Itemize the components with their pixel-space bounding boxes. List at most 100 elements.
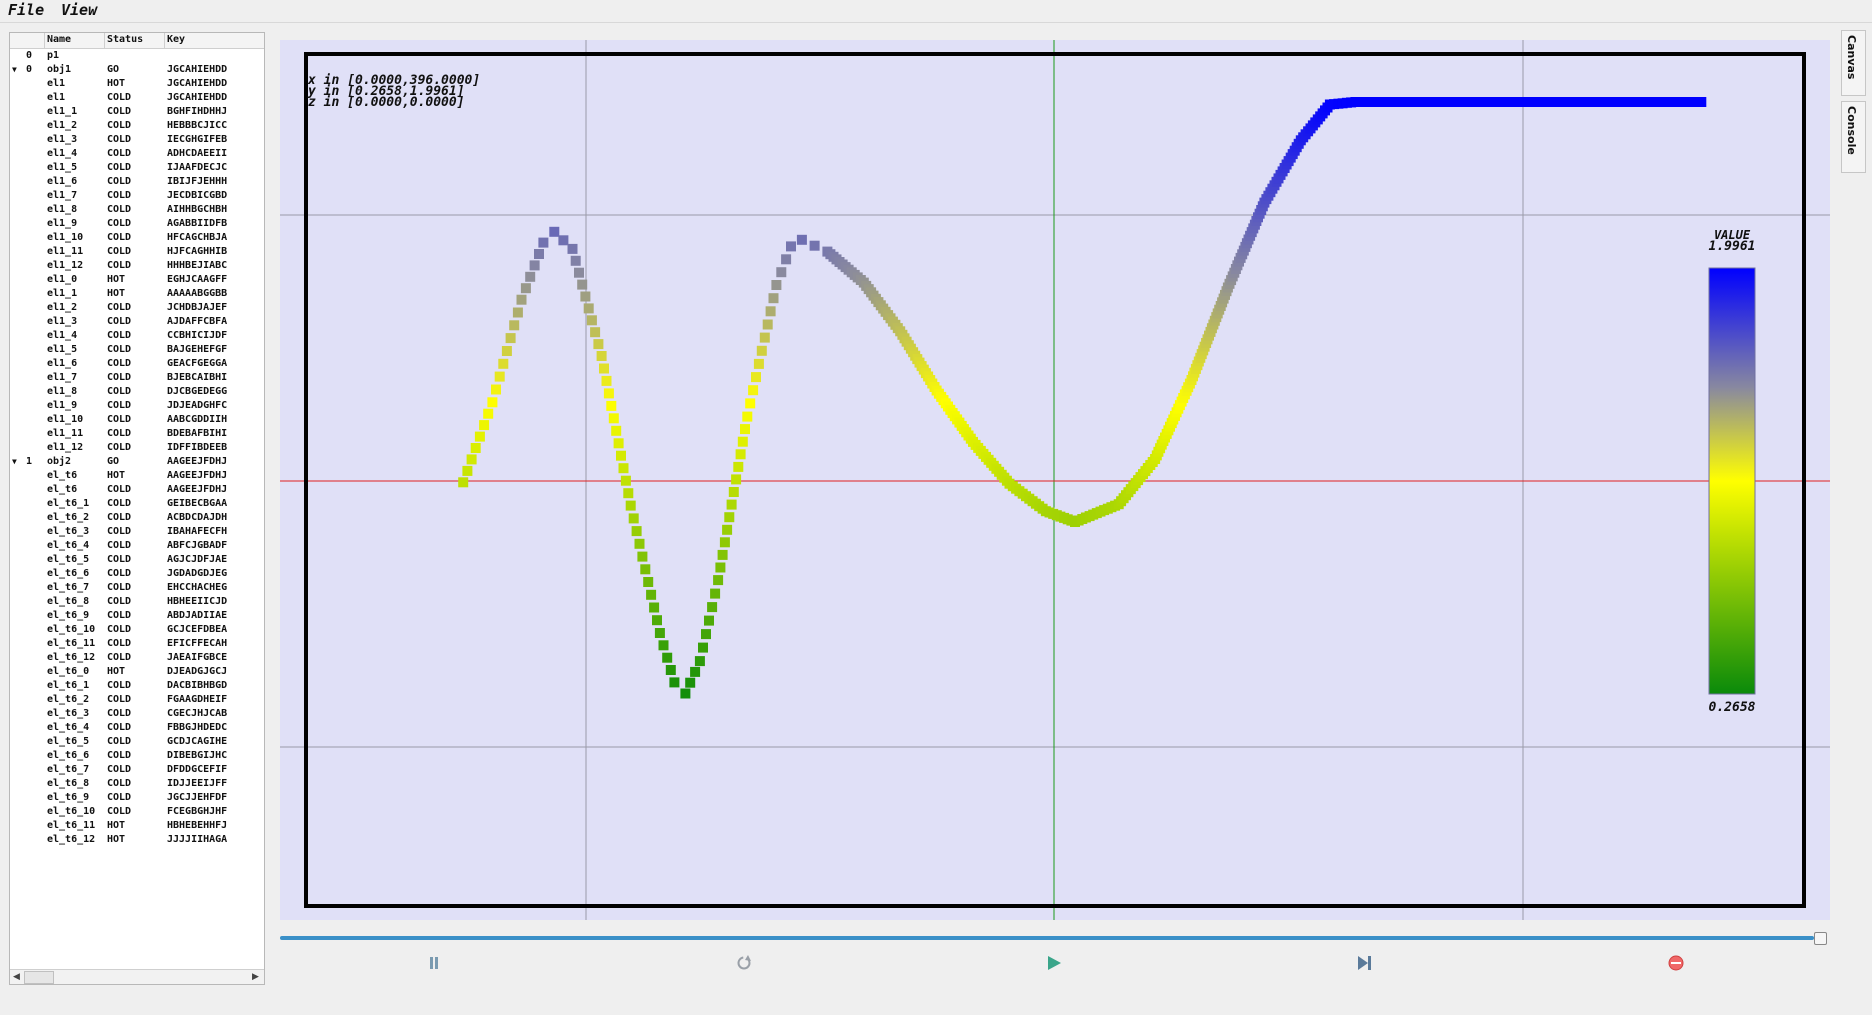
data-point [501, 346, 512, 356]
column-key[interactable]: Key [167, 34, 186, 45]
tree-row[interactable]: el1_11 COLD HJFCAGHHIB [10, 245, 264, 259]
play-button[interactable] [1044, 954, 1064, 972]
stop-button[interactable] [1666, 954, 1686, 972]
row-name: el_t6_9 [47, 792, 90, 803]
tree-row[interactable]: el1_7 COLD BJEBCAIBHI [10, 371, 264, 385]
tree-row[interactable]: el_t6_3 COLD IBAHAFECFH [10, 525, 264, 539]
tree-row[interactable]: el_t6_12 HOT JJJJIIHAGA [10, 833, 264, 847]
row-status: COLD [107, 596, 132, 607]
tree-row[interactable]: ▼ 1 obj2 GO AAGEEJFDHJ [10, 455, 264, 469]
row-status: COLD [107, 414, 132, 425]
tree-row[interactable]: el1_2 COLD JCHDBJAJEF [10, 301, 264, 315]
tree-row[interactable]: el_t6_8 COLD HBHEEIICJD [10, 595, 264, 609]
tree-row[interactable]: el1_3 COLD AJDAFFCBFA [10, 315, 264, 329]
plot-canvas[interactable]: x in [0.0000,396.0000] y in [0.2658,1.99… [280, 40, 1830, 920]
scroll-right-icon[interactable]: ▶ [252, 972, 259, 982]
column-name[interactable]: Name [47, 34, 72, 45]
data-point [742, 411, 753, 422]
tree-row[interactable]: el1_12 COLD IDFFIBDEEB [10, 441, 264, 455]
reload-button[interactable] [734, 954, 754, 972]
tree-row[interactable]: el1_9 COLD JDJEADGHFC [10, 399, 264, 413]
tree-row[interactable]: el_t6_4 COLD ABFCJGBADF [10, 539, 264, 553]
timeline-slider[interactable] [280, 932, 1827, 946]
tree-row[interactable]: el_t6 HOT AAGEEJFDHJ [10, 469, 264, 483]
tree-row[interactable]: el_t6 COLD AAGEEJFDHJ [10, 483, 264, 497]
tree-row[interactable]: el_t6_5 COLD AGJCJDFJAE [10, 553, 264, 567]
data-point [796, 234, 807, 245]
column-status[interactable]: Status [107, 34, 144, 45]
tree-row[interactable]: el1_10 COLD AABCGDDIIH [10, 413, 264, 427]
tree-row[interactable]: el1_0 HOT EGHJCAAGFF [10, 273, 264, 287]
tree-row[interactable]: el_t6_7 COLD EHCCHACHEG [10, 581, 264, 595]
scroll-thumb[interactable] [24, 971, 54, 984]
tab-console[interactable]: Console [1841, 101, 1866, 173]
tree-row[interactable]: el1 COLD JGCAHIEHDD [10, 91, 264, 105]
row-key: JGCAHIEHDD [167, 92, 228, 103]
tree-row[interactable]: el1_6 COLD IBIJFJEHHH [10, 175, 264, 189]
tree-row[interactable]: el_t6_1 COLD DACBIBHBGD [10, 679, 264, 693]
tree-row[interactable]: el_t6_12 COLD JAEAIFGBCE [10, 651, 264, 665]
tree-row[interactable]: el1_4 COLD ADHCDAEEII [10, 147, 264, 161]
row-key: CCBHICIJDF [167, 330, 228, 341]
tree-row[interactable]: el1_3 COLD IECGHGIFEB [10, 133, 264, 147]
row-name: el_t6_12 [47, 652, 96, 663]
tree-row[interactable]: el_t6_10 COLD FCEGBGHJHF [10, 805, 264, 819]
tree-row[interactable]: el_t6_11 HOT HBHEBEHHFJ [10, 819, 264, 833]
expand-toggle-icon[interactable]: ▼ [12, 65, 17, 74]
tree-row[interactable]: el1_9 COLD AGABBIIDFB [10, 217, 264, 231]
tree-row[interactable]: el1_2 COLD HEBBBCJICC [10, 119, 264, 133]
scroll-left-icon[interactable]: ◀ [13, 972, 20, 982]
row-key: JGCAHIEHDD [167, 64, 228, 75]
tab-canvas[interactable]: Canvas [1841, 30, 1866, 96]
tree-row[interactable]: el1_1 HOT AAAAABGGBB [10, 287, 264, 301]
tree-row[interactable]: el1_8 COLD AIHHBGCHBH [10, 203, 264, 217]
tree-row[interactable]: el_t6_2 COLD ACBDCDAJDH [10, 511, 264, 525]
tree-row[interactable]: el_t6_8 COLD IDJJEEIJFF [10, 777, 264, 791]
tree-horizontal-scrollbar[interactable]: ◀ ▶ [10, 969, 264, 984]
tree-row[interactable]: el_t6_4 COLD FBBGJHDEDC [10, 721, 264, 735]
tree-row[interactable]: el1_12 COLD HHHBEJIABC [10, 259, 264, 273]
tree-row[interactable]: el1_10 COLD HFCAGCHBJA [10, 231, 264, 245]
tree-row[interactable]: el_t6_9 COLD ABDJADIIAE [10, 609, 264, 623]
tree-row[interactable]: el_t6_0 HOT DJEADGJGCJ [10, 665, 264, 679]
row-key: BJEBCAIBHI [167, 372, 228, 383]
menu-file[interactable]: File [8, 1, 45, 19]
tree-row[interactable]: el_t6_11 COLD EFICFFECAH [10, 637, 264, 651]
row-index: 0 [26, 50, 33, 61]
tree-row[interactable]: el1 HOT JGCAHIEHDD [10, 77, 264, 91]
tree-row[interactable]: el1_5 COLD BAJGEHEFGF [10, 343, 264, 357]
tree-row[interactable]: el1_11 COLD BDEBAFBIHI [10, 427, 264, 441]
step-forward-button[interactable] [1355, 954, 1375, 972]
tree-row[interactable]: el_t6_6 COLD JGDADGDJEG [10, 567, 264, 581]
tree-row[interactable]: el_t6_9 COLD JGCJJEHFDF [10, 791, 264, 805]
data-point [652, 615, 662, 626]
object-tree[interactable]: Name Status Key 0 p1 ▼ 0 obj1 GO JGCAHIEHDD el1… [9, 32, 265, 985]
slider-handle[interactable] [1814, 932, 1827, 945]
tree-row[interactable]: 0 p1 [10, 49, 264, 63]
tree-row[interactable]: el1_6 COLD GEACFGEGGA [10, 357, 264, 371]
expand-toggle-icon[interactable]: ▼ [12, 457, 17, 466]
tree-row[interactable]: el_t6_1 COLD GEIBECBGAA [10, 497, 264, 511]
data-point [781, 254, 792, 265]
row-status: HOT [107, 288, 126, 299]
menu-view[interactable]: View [61, 1, 98, 19]
row-key: DIBEBGIJHC [167, 750, 228, 761]
row-name: el_t6_7 [47, 582, 90, 593]
tree-row[interactable]: el1_1 COLD BGHFIHDHHJ [10, 105, 264, 119]
tree-row[interactable]: el_t6_6 COLD DIBEBGIJHC [10, 749, 264, 763]
tree-row[interactable]: el_t6_5 COLD GCDJCAGIHE [10, 735, 264, 749]
tree-row[interactable]: el1_4 COLD CCBHICIJDF [10, 329, 264, 343]
tree-row[interactable]: el1_7 COLD JECDBICGBD [10, 189, 264, 203]
pause-button[interactable] [424, 954, 444, 972]
tree-row[interactable]: el_t6_7 COLD DFDDGCEFIF [10, 763, 264, 777]
tree-row[interactable]: el_t6_3 COLD CGECJHJCAB [10, 707, 264, 721]
tree-row[interactable]: el_t6_10 COLD GCJCEFDBEA [10, 623, 264, 637]
tree-row[interactable]: ▼ 0 obj1 GO JGCAHIEHDD [10, 63, 264, 77]
tree-row[interactable]: el_t6_2 COLD FGAAGDHEIF [10, 693, 264, 707]
row-name: el_t6_10 [47, 806, 96, 817]
tree-row[interactable]: el1_8 COLD DJCBGEDEGG [10, 385, 264, 399]
row-name: el1_1 [47, 106, 78, 117]
row-status: COLD [107, 694, 132, 705]
tree-row[interactable]: el1_5 COLD IJAAFDECJC [10, 161, 264, 175]
slider-track[interactable] [280, 936, 1814, 940]
